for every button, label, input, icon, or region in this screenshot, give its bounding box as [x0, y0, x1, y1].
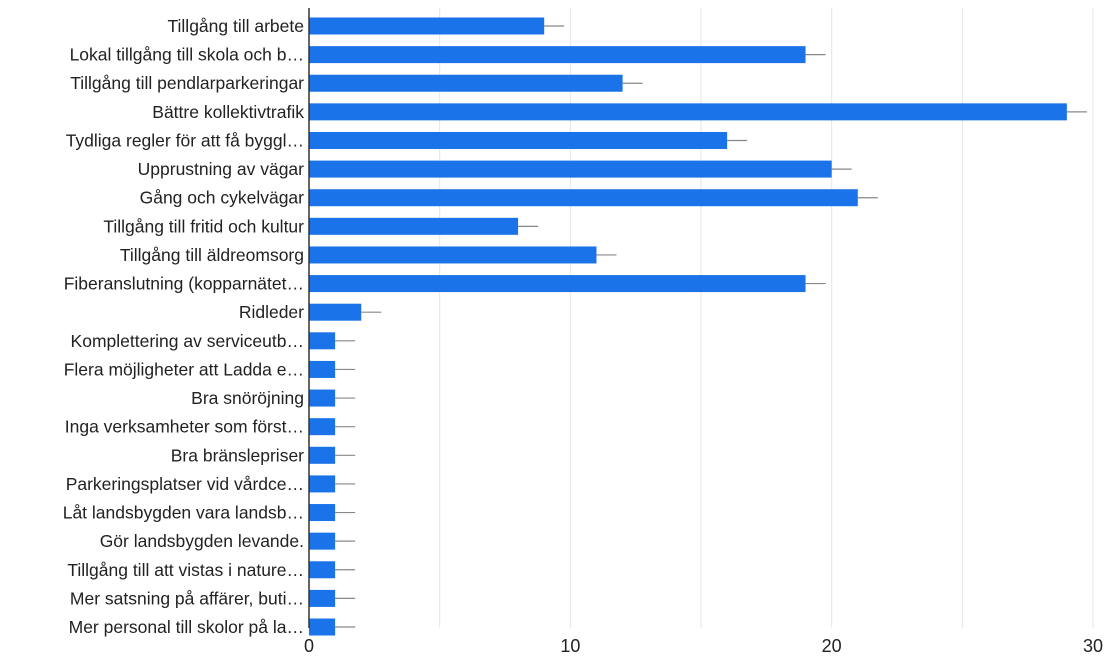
bar [309, 303, 362, 321]
bar [309, 418, 336, 436]
bar [309, 618, 336, 636]
x-tick-labels: 0 10 20 30 [304, 636, 1103, 656]
bar [309, 475, 336, 493]
category-label: Komplettering av serviceutb… [71, 331, 304, 351]
bar [309, 532, 336, 550]
bar [309, 17, 545, 35]
bar [309, 131, 728, 149]
category-label: Ridleder [239, 302, 304, 322]
bar [309, 504, 336, 522]
category-label: Tillgång till pendlarparkeringar [70, 73, 304, 93]
category-label: Tillgång till att vistas i nature… [67, 560, 304, 580]
bar [309, 246, 597, 264]
bar [309, 74, 623, 92]
bar [309, 589, 336, 607]
x-tick-label: 20 [822, 636, 842, 656]
category-label: Gång och cykelvägar [140, 188, 305, 208]
category-label: Bättre kollektivtrafik [152, 102, 304, 122]
bar [309, 103, 1067, 121]
category-label: Fiberanslutning (kopparnätet… [64, 274, 304, 294]
x-tick-label: 0 [304, 636, 314, 656]
category-label: Bra snöröjning [191, 388, 304, 408]
category-label: Tillgång till fritid och kultur [103, 216, 304, 236]
bar [309, 389, 336, 407]
bars [309, 17, 1067, 636]
category-label: Låt landsbygden vara landsb… [63, 503, 304, 523]
bar [309, 360, 336, 378]
category-label: Upprustning av vägar [138, 159, 305, 179]
category-label: Mer satsning på affärer, buti… [70, 588, 304, 608]
category-label: Tillgång till äldreomsorg [120, 245, 304, 265]
category-labels: Tillgång till arbete Lokal tillgång till … [63, 16, 305, 637]
category-label: Mer personal till skolor på la… [69, 617, 304, 637]
bar [309, 561, 336, 579]
category-label: Lokal tillgång till skola och b… [70, 45, 304, 65]
category-label: Tillgång till arbete [167, 16, 304, 36]
category-label: Gör landsbygden levande. [100, 531, 304, 551]
x-tick-label: 10 [560, 636, 580, 656]
category-label: Flera möjligheter att Ladda e… [64, 359, 304, 379]
category-label: Inga verksamheter som först… [65, 417, 304, 437]
bar [309, 189, 858, 207]
error-bars [335, 25, 1087, 628]
grid-lines [439, 8, 1094, 628]
bar [309, 332, 336, 350]
category-label: Bra bränslepriser [171, 445, 304, 465]
category-label: Parkeringsplatser vid vårdce… [66, 474, 304, 494]
bar [309, 275, 806, 293]
bar [309, 446, 336, 464]
bar [309, 217, 519, 235]
x-tick-label: 30 [1083, 636, 1103, 656]
category-label: Tydliga regler för att få byggl… [66, 130, 304, 150]
bar [309, 160, 832, 178]
bar [309, 46, 806, 64]
